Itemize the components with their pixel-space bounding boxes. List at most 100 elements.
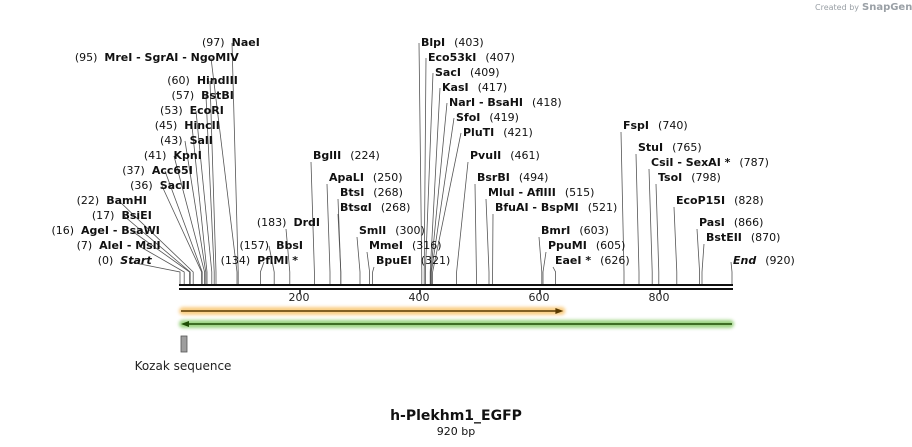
svg-text:BsrBI(494): BsrBI (494) — [477, 171, 548, 184]
restriction-site: (43) SalI — [160, 134, 213, 147]
site-leader — [366, 251, 371, 284]
site-name: MreI - SgrAI - NgoMIV — [104, 51, 239, 64]
restriction-site: BtsI (268) — [340, 186, 403, 199]
restriction-site: StuI (765) — [638, 141, 702, 154]
feature-kozak: Kozak sequence — [135, 335, 232, 373]
site-name: MluI - AflIII — [488, 186, 556, 199]
ruler: 200 400 600 800 — [289, 289, 670, 304]
restriction-site: (22) BamHI — [77, 194, 147, 207]
watermark-prefix: Created by — [815, 3, 859, 12]
site-position: (421) — [503, 126, 533, 139]
restriction-site: EcoP15I (828) — [676, 194, 764, 207]
site-leader — [285, 228, 291, 284]
site-position: (403) — [454, 36, 484, 49]
site-leader — [138, 245, 185, 284]
restriction-site: (45) HincII — [155, 119, 220, 132]
site-leader — [191, 125, 208, 284]
svg-text:(95)MreI - SgrAI - NgoMIV: (95) MreI - SgrAI - NgoMIV — [75, 51, 239, 64]
site-leader — [696, 228, 700, 284]
restriction-site: BpuEI (321) — [376, 254, 450, 267]
site-name: HindIII — [197, 74, 238, 87]
site-leader — [209, 80, 217, 284]
svg-text:MmeI(316): MmeI (316) — [369, 239, 442, 252]
site-position: (43) — [160, 134, 183, 147]
site-name: EaeI * — [555, 254, 591, 267]
restriction-site: (134) PflMI * — [221, 254, 299, 267]
feature-label: Kozak sequence — [135, 359, 232, 373]
site-name: BsrBI — [477, 171, 510, 184]
ruler-tick-label: 600 — [529, 291, 550, 304]
svg-text:(17)BsiEI: (17) BsiEI — [92, 209, 152, 222]
restriction-site: MluI - AflIII (515) — [488, 186, 594, 199]
svg-text:PpuMI(605): PpuMI (605) — [548, 239, 625, 252]
svg-text:TsoI(798): TsoI (798) — [658, 171, 721, 184]
site-position: (57) — [172, 89, 195, 102]
svg-text:NarI - BsaHI(418): NarI - BsaHI (418) — [449, 96, 562, 109]
features: Kozak sequence — [135, 307, 734, 373]
site-name: DrdI — [293, 216, 320, 229]
site-name: BstBI — [201, 89, 234, 102]
site-leader — [538, 236, 543, 284]
site-leader — [356, 236, 361, 284]
site-labels: (0) Start(7) AleI - MslI(16) AgeI - BsaWI(1… — [51, 36, 794, 267]
site-name: BmrI — [541, 224, 570, 237]
svg-text:End(920): End (920) — [733, 254, 795, 267]
svg-text:EaeI *(626): EaeI * (626) — [555, 254, 630, 267]
site-name: NarI - BsaHI — [449, 96, 523, 109]
restriction-site: (60) HindIII — [167, 74, 238, 87]
svg-text:PasI(866): PasI (866) — [699, 216, 763, 229]
site-name: PflMI * — [257, 254, 298, 267]
site-position: (603) — [579, 224, 609, 237]
site-leader — [210, 57, 238, 284]
site-position: (866) — [734, 216, 764, 229]
site-leader — [430, 117, 455, 284]
svg-text:(0)Start: (0) Start — [98, 254, 153, 267]
site-name: End — [733, 254, 756, 267]
site-name: BfuAI - BspMI — [495, 201, 579, 214]
site-position: (95) — [75, 51, 98, 64]
ruler-tick-label: 400 — [409, 291, 430, 304]
restriction-site: End (920) — [733, 254, 795, 267]
site-name: BglII — [313, 149, 341, 162]
site-position: (157) — [240, 239, 270, 252]
restriction-site: NarI - BsaHI (418) — [449, 96, 562, 109]
site-name: Eco53kI — [428, 51, 476, 64]
restriction-site: PasI (866) — [699, 216, 763, 229]
restriction-site: EaeI * (626) — [555, 254, 630, 267]
restriction-site: (37) Acc65I — [122, 164, 193, 177]
restriction-site: (17) BsiEI — [92, 209, 152, 222]
site-leader — [429, 87, 441, 284]
site-position: (494) — [519, 171, 549, 184]
site-name: SalI — [190, 134, 213, 147]
site-position: (17) — [92, 209, 115, 222]
svg-text:(22)BamHI: (22) BamHI — [77, 194, 147, 207]
site-position: (828) — [734, 194, 764, 207]
restriction-site: BlpI (403) — [421, 36, 484, 49]
site-name: BpuEI — [376, 254, 412, 267]
svg-text:(157)BbsI: (157) BbsI — [240, 239, 304, 252]
site-position: (300) — [395, 224, 425, 237]
site-leader — [648, 168, 653, 284]
site-position: (41) — [144, 149, 167, 162]
restriction-site: (41) KpnI — [144, 149, 202, 162]
svg-text:ApaLI(250): ApaLI (250) — [329, 171, 403, 184]
svg-text:(57)BstBI: (57) BstBI — [172, 89, 234, 102]
site-name: KpnI — [173, 149, 201, 162]
svg-text:SmlI(300): SmlI (300) — [359, 224, 425, 237]
site-name: SfoI — [456, 111, 480, 124]
site-leader — [620, 131, 625, 284]
site-leader — [456, 161, 469, 284]
site-position: (36) — [130, 179, 153, 192]
restriction-site: ApaLI (250) — [329, 171, 403, 184]
svg-text:(36)SacII: (36) SacII — [130, 179, 190, 192]
site-position: (920) — [765, 254, 795, 267]
site-name: MmeI — [369, 239, 403, 252]
svg-text:StuI(765): StuI (765) — [638, 141, 702, 154]
site-position: (321) — [421, 254, 451, 267]
svg-text:(7)AleI - MslI: (7) AleI - MslI — [77, 239, 161, 252]
restriction-site: SmlI (300) — [359, 224, 425, 237]
site-leader — [310, 161, 315, 284]
restriction-site: (53) EcoRI — [160, 104, 224, 117]
site-leader — [542, 251, 547, 284]
site-leader — [474, 183, 477, 284]
